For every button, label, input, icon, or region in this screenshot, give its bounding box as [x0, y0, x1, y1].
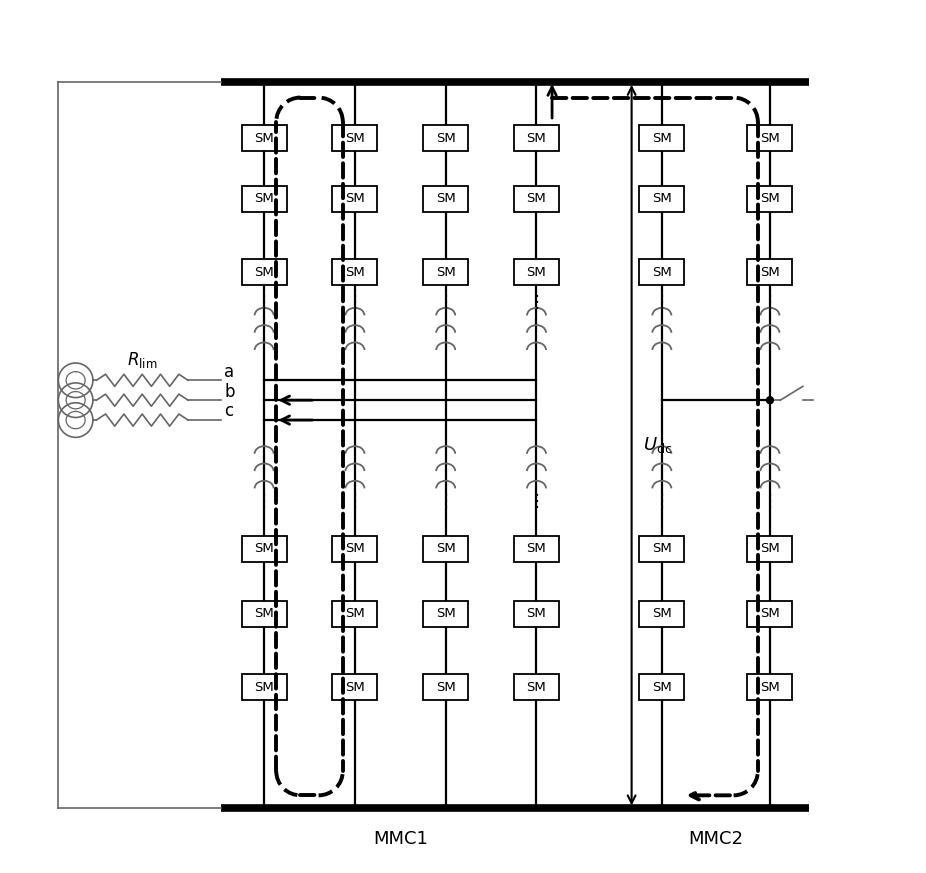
- Text: SM: SM: [527, 542, 546, 555]
- FancyBboxPatch shape: [639, 125, 684, 151]
- FancyBboxPatch shape: [423, 186, 469, 211]
- Text: SM: SM: [345, 265, 365, 278]
- FancyBboxPatch shape: [747, 601, 793, 627]
- Text: SM: SM: [652, 192, 671, 205]
- FancyBboxPatch shape: [423, 259, 469, 285]
- FancyBboxPatch shape: [514, 186, 559, 211]
- Text: ⋮: ⋮: [528, 293, 544, 312]
- FancyBboxPatch shape: [639, 259, 684, 285]
- FancyBboxPatch shape: [514, 259, 559, 285]
- Text: SM: SM: [760, 608, 780, 620]
- Circle shape: [767, 396, 773, 403]
- Text: ⋮: ⋮: [654, 492, 670, 511]
- Text: SM: SM: [345, 608, 365, 620]
- FancyBboxPatch shape: [423, 674, 469, 700]
- Text: SM: SM: [436, 681, 456, 694]
- Text: ⋮: ⋮: [437, 492, 454, 511]
- FancyBboxPatch shape: [242, 674, 287, 700]
- Text: SM: SM: [255, 192, 274, 205]
- FancyBboxPatch shape: [332, 125, 378, 151]
- Text: SM: SM: [760, 681, 780, 694]
- Text: SM: SM: [652, 542, 671, 555]
- FancyBboxPatch shape: [423, 601, 469, 627]
- Text: a: a: [224, 362, 234, 381]
- FancyBboxPatch shape: [639, 674, 684, 700]
- FancyBboxPatch shape: [332, 259, 378, 285]
- Text: ⋮: ⋮: [346, 293, 363, 312]
- FancyBboxPatch shape: [242, 125, 287, 151]
- Text: SM: SM: [527, 265, 546, 278]
- Text: SM: SM: [345, 542, 365, 555]
- Text: SM: SM: [527, 192, 546, 205]
- Text: SM: SM: [255, 132, 274, 145]
- FancyBboxPatch shape: [514, 125, 559, 151]
- FancyBboxPatch shape: [514, 674, 559, 700]
- Text: ⋮: ⋮: [762, 492, 778, 511]
- FancyBboxPatch shape: [332, 536, 378, 562]
- FancyBboxPatch shape: [423, 125, 469, 151]
- Text: SM: SM: [652, 681, 671, 694]
- Text: SM: SM: [527, 132, 546, 145]
- Text: MMC1: MMC1: [373, 830, 428, 848]
- FancyBboxPatch shape: [639, 536, 684, 562]
- Text: ⋮: ⋮: [256, 492, 272, 511]
- Text: SM: SM: [345, 192, 365, 205]
- Text: SM: SM: [345, 132, 365, 145]
- Text: ⋮: ⋮: [528, 492, 544, 511]
- FancyBboxPatch shape: [639, 601, 684, 627]
- FancyBboxPatch shape: [332, 186, 378, 211]
- Text: SM: SM: [255, 542, 274, 555]
- FancyBboxPatch shape: [747, 125, 793, 151]
- Text: SM: SM: [760, 192, 780, 205]
- Text: ⋮: ⋮: [256, 293, 272, 312]
- FancyBboxPatch shape: [639, 186, 684, 211]
- Text: ⋮: ⋮: [762, 293, 778, 312]
- Text: SM: SM: [255, 608, 274, 620]
- FancyBboxPatch shape: [242, 186, 287, 211]
- FancyBboxPatch shape: [747, 674, 793, 700]
- Text: SM: SM: [436, 608, 456, 620]
- FancyBboxPatch shape: [747, 186, 793, 211]
- Text: SM: SM: [436, 132, 456, 145]
- FancyBboxPatch shape: [747, 536, 793, 562]
- FancyBboxPatch shape: [242, 601, 287, 627]
- FancyBboxPatch shape: [332, 601, 378, 627]
- FancyBboxPatch shape: [514, 536, 559, 562]
- Text: SM: SM: [436, 192, 456, 205]
- FancyBboxPatch shape: [242, 259, 287, 285]
- Text: SM: SM: [527, 608, 546, 620]
- Text: MMC2: MMC2: [688, 830, 744, 848]
- Text: ⋮: ⋮: [346, 492, 363, 511]
- FancyBboxPatch shape: [514, 601, 559, 627]
- Text: $U_\mathrm{dc}$: $U_\mathrm{dc}$: [643, 435, 672, 455]
- FancyBboxPatch shape: [242, 536, 287, 562]
- Text: SM: SM: [760, 265, 780, 278]
- FancyBboxPatch shape: [423, 536, 469, 562]
- Text: SM: SM: [436, 265, 456, 278]
- Text: SM: SM: [760, 542, 780, 555]
- Text: $R_\mathrm{lim}$: $R_\mathrm{lim}$: [127, 349, 157, 369]
- FancyBboxPatch shape: [747, 259, 793, 285]
- Text: SM: SM: [527, 681, 546, 694]
- Text: ⋮: ⋮: [654, 293, 670, 312]
- Text: c: c: [224, 402, 233, 421]
- Text: SM: SM: [345, 681, 365, 694]
- Text: SM: SM: [760, 132, 780, 145]
- Text: SM: SM: [436, 542, 456, 555]
- Text: ⋮: ⋮: [437, 293, 454, 312]
- Text: SM: SM: [652, 608, 671, 620]
- Text: SM: SM: [652, 265, 671, 278]
- Text: SM: SM: [255, 265, 274, 278]
- Text: SM: SM: [652, 132, 671, 145]
- Text: b: b: [224, 382, 235, 401]
- Text: SM: SM: [255, 681, 274, 694]
- FancyBboxPatch shape: [332, 674, 378, 700]
